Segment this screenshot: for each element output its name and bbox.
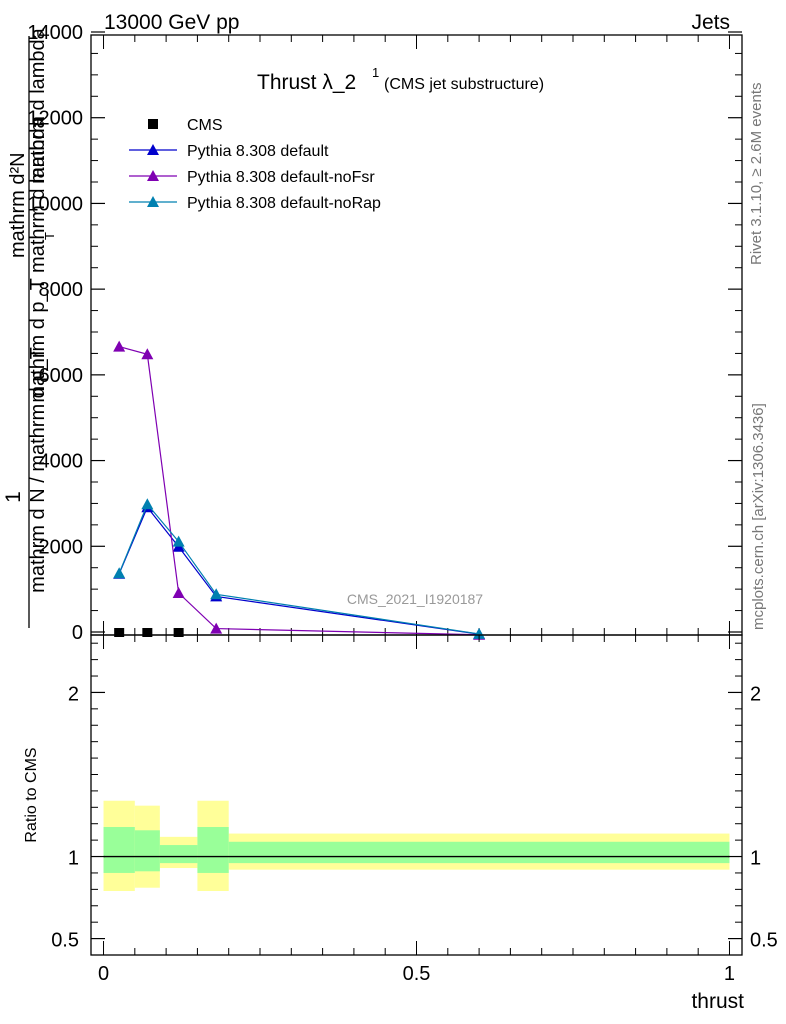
main-yticks-labels: 0 2000 4000 6000 8000 10000 12000 14000 (27, 22, 83, 644)
ratio-ytick-label-right: 1 (750, 848, 761, 870)
ratio-ytick-label: 2 (68, 683, 79, 705)
ratio-band-inner (159, 845, 198, 864)
ratio-ytick-label: 0.5 (51, 930, 79, 952)
legend-marker-triangle (147, 196, 159, 207)
header-process: Jets (691, 11, 730, 34)
legend-entry: Pythia 8.308 default-noFsr (129, 169, 375, 186)
ratio-plot-frame (90, 634, 743, 956)
xtick-label: 0 (98, 963, 109, 985)
ylabel-overlap: mathrm d lambda (27, 27, 49, 183)
xtick-label: 0.5 (403, 963, 431, 985)
data-point (142, 628, 153, 637)
ylabel-mid: mathrm d p_T mathrm d lambda (27, 116, 49, 402)
ratio-band-inner (228, 841, 730, 864)
ytick-label: 8000 (39, 279, 84, 301)
legend-marker-square (148, 119, 158, 129)
main-ylabel: 1 mathrm d²N mathrm d lambda mathrm d p_… (2, 27, 57, 628)
series-point (141, 498, 154, 510)
ytick-label: 6000 (39, 365, 84, 387)
ratio-ytick-label-right: 0.5 (750, 930, 778, 952)
header-energy: 13000 GeV pp (104, 11, 239, 34)
series-line (118, 506, 480, 635)
rivet-label: Rivet 3.1.10, ≥ 2.6M events (748, 83, 765, 266)
ytick-label: 10000 (27, 193, 83, 215)
series-2 (113, 498, 486, 639)
legend-entry: Pythia 8.308 default (129, 143, 329, 160)
series-point (172, 535, 185, 547)
main-axis-ticks (91, 31, 742, 635)
data-points (114, 628, 184, 637)
plot-title: Thrust λ_2 1 (CMS jet substructure) (257, 65, 544, 94)
ratio-band-inner (134, 830, 160, 872)
title-sub: (CMS jet substructure) (384, 76, 544, 93)
legend-marker-triangle (147, 144, 159, 155)
legend-label: CMS (187, 117, 223, 134)
series-line (118, 503, 480, 635)
ytick-label: 2000 (39, 536, 84, 558)
legend-entry: CMS (148, 117, 223, 134)
legend-label: Pythia 8.308 default-noRap (187, 195, 381, 212)
legend-label: Pythia 8.308 default (187, 143, 329, 160)
ratio-tick-labels: 0.5 0.5 1 1 2 2 0 0.5 1 (51, 683, 778, 985)
ytick-label: 4000 (39, 451, 84, 473)
title-main: Thrust λ_2 (257, 71, 356, 94)
ylabel-sub: T (42, 232, 57, 240)
ratio-bands (103, 800, 730, 891)
ylabel-frac-one: 1 (2, 491, 25, 503)
ylabel-top: mathrm d²N (7, 152, 29, 258)
legend-entry: Pythia 8.308 default-noRap (129, 195, 381, 212)
legend-marker-triangle (147, 170, 159, 181)
series-point (210, 622, 223, 634)
data-point (114, 628, 125, 637)
analysis-watermark: CMS_2021_I1920187 (347, 591, 483, 607)
mcplots-label: mcplots.cern.ch [arXiv:1306.3436] (750, 403, 767, 630)
series-point (172, 587, 185, 598)
legend: CMS Pythia 8.308 default Pythia 8.308 defa… (129, 117, 381, 212)
ratio-ylabel: Ratio to CMS (23, 747, 40, 842)
legend-label: Pythia 8.308 default-noFsr (187, 169, 375, 186)
ytick-label: 12000 (27, 108, 83, 130)
series-point (473, 627, 486, 639)
xtick-label: 1 (724, 963, 735, 985)
ylabel-bottom: mathrm d N / mathrm d p_T (27, 347, 49, 593)
ratio-axis-ticks (91, 635, 742, 955)
ratio-band-inner (103, 827, 135, 873)
series-point (113, 340, 126, 352)
ytick-label: 14000 (27, 22, 83, 44)
x-axis-title: thrust (691, 990, 744, 1013)
data-point (173, 628, 184, 637)
ratio-band-inner (197, 827, 229, 873)
ratio-ytick-label: 1 (68, 848, 79, 870)
ratio-ytick-label-right: 2 (750, 683, 761, 705)
title-sup: 1 (372, 65, 379, 80)
ytick-label: 0 (72, 622, 83, 644)
series-layer (113, 340, 486, 640)
series-point (141, 348, 154, 360)
series-point (210, 588, 223, 600)
series-point (113, 567, 126, 579)
